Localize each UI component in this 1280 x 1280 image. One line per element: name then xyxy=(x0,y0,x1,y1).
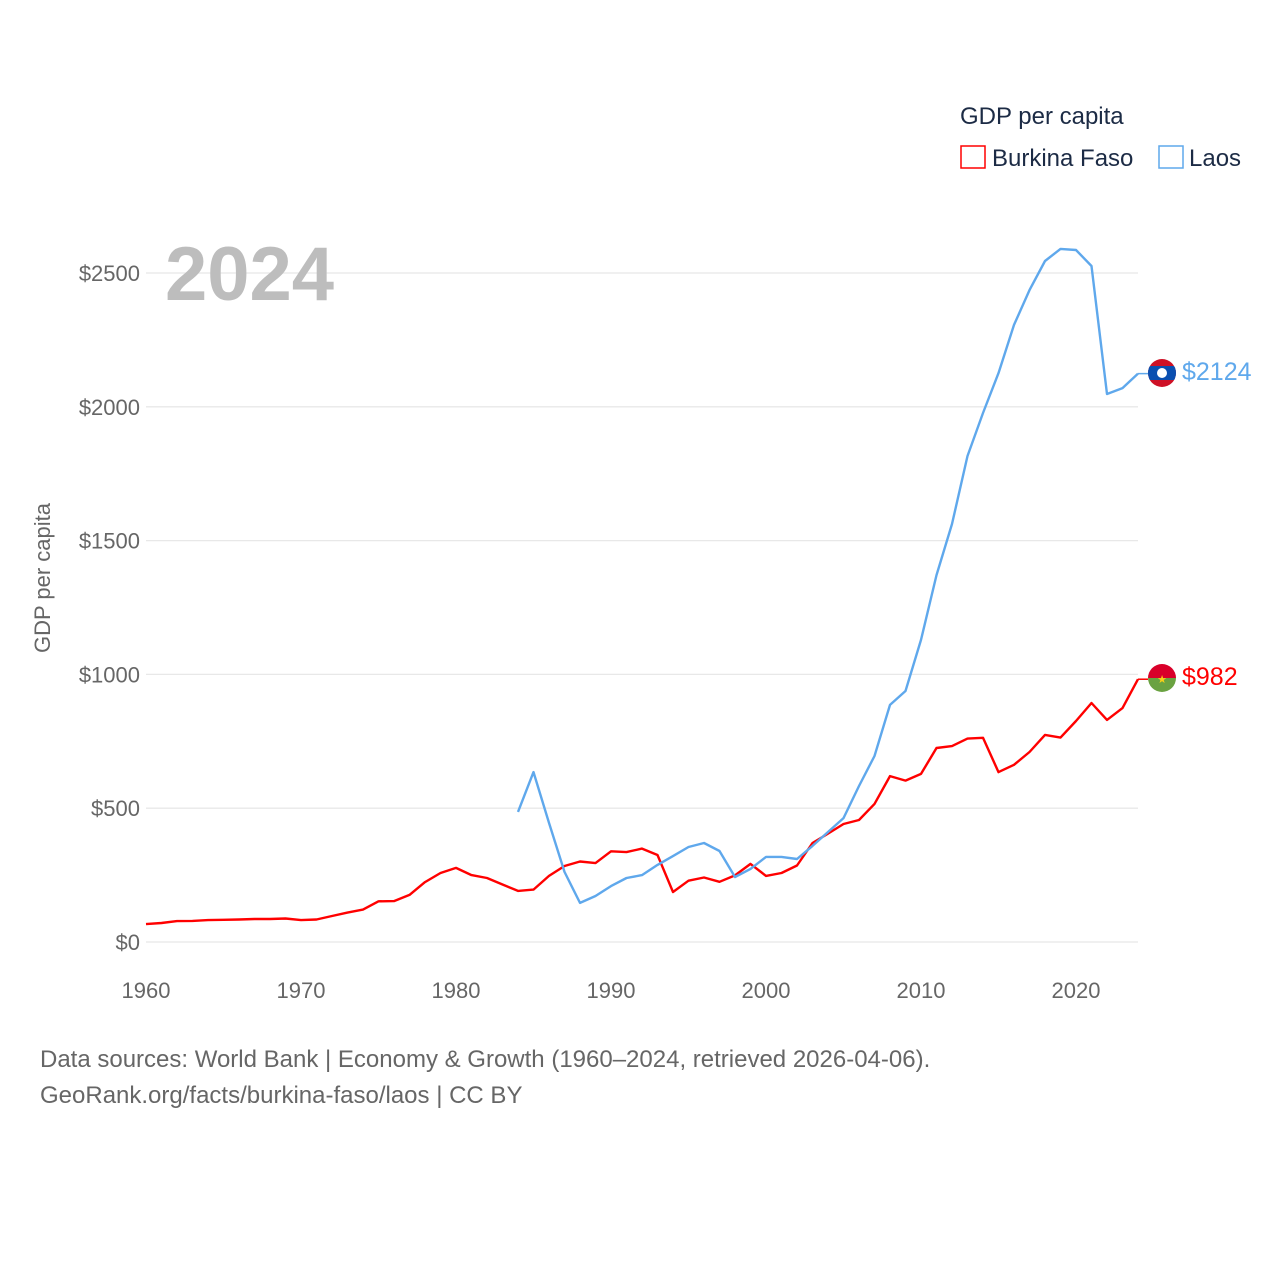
y-tick-label: $500 xyxy=(91,796,140,821)
y-tick-label: $2000 xyxy=(79,395,140,420)
legend-label-burkina-faso[interactable]: Burkina Faso xyxy=(992,145,1133,172)
x-tick-label: 2010 xyxy=(897,978,946,1003)
series-line-laos xyxy=(516,247,1139,905)
y-tick-label: $1000 xyxy=(79,662,140,687)
svg-text:★: ★ xyxy=(1157,674,1167,686)
source-link[interactable]: GeoRank.org/facts/burkina-faso/laos | CC… xyxy=(40,1082,523,1109)
burkina-faso-end-label: $982 xyxy=(1182,663,1238,691)
data-source-text: Data sources: World Bank | Economy & Gro… xyxy=(40,1046,931,1073)
x-tick-label: 1990 xyxy=(587,978,636,1003)
legend-swatch-laos xyxy=(1158,145,1184,169)
x-tick-label: 2020 xyxy=(1052,978,1101,1003)
x-tick-label: 1970 xyxy=(277,978,326,1003)
year-label: 2024 xyxy=(165,232,334,317)
y-tick-label: $1500 xyxy=(79,529,140,554)
x-tick-label: 1960 xyxy=(122,978,171,1003)
series-line-burkina-faso xyxy=(145,678,1140,926)
burkina-faso-flag-icon: ★ xyxy=(1148,664,1176,692)
legend-title: GDP per capita xyxy=(960,103,1124,130)
legend-swatch-burkina-faso xyxy=(960,145,986,169)
footer: Data sources: World Bank | Economy & Gro… xyxy=(40,1042,930,1114)
legend-label-laos[interactable]: Laos xyxy=(1189,145,1241,172)
laos-flag-icon xyxy=(1148,359,1176,387)
y-axis-label: GDP per capita xyxy=(30,502,55,653)
y-tick-label: $0 xyxy=(116,930,140,955)
x-tick-label: 1980 xyxy=(432,978,481,1003)
laos-end-label: $2124 xyxy=(1182,358,1252,386)
x-tick-label: 2000 xyxy=(742,978,791,1003)
y-tick-label: $2500 xyxy=(79,261,140,286)
